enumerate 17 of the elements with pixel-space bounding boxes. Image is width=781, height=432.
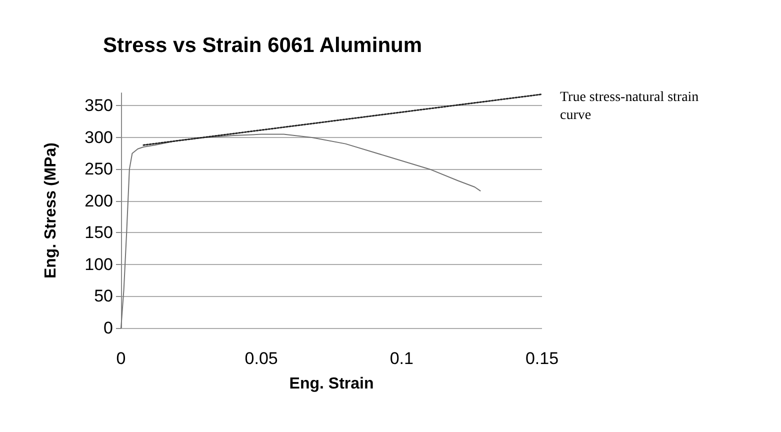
y-axis-title: Eng. Stress (MPa) [42,142,60,279]
chart-title: Stress vs Strain 6061 Aluminum [103,34,422,57]
y-tick-label: 150 [84,223,113,242]
x-axis-title: Eng. Strain [289,376,374,392]
x-tick-label: 0.1 [390,349,414,368]
y-tick-label: 300 [84,128,113,147]
line-series [120,134,481,328]
x-tick-label: 0 [116,349,126,368]
series-label: True stress-natural strain curve [560,90,702,123]
y-tick-label: 100 [84,254,113,274]
x-tick-label: 0.05 [244,349,278,368]
y-tick-label: 250 [84,160,113,179]
y-tick-label: 0 [104,318,113,338]
x-tick-label: 0.15 [525,349,559,368]
y-tick-label: 350 [84,96,113,116]
y-tick-label: 50 [94,286,113,306]
y-tick-label: 200 [84,191,113,210]
